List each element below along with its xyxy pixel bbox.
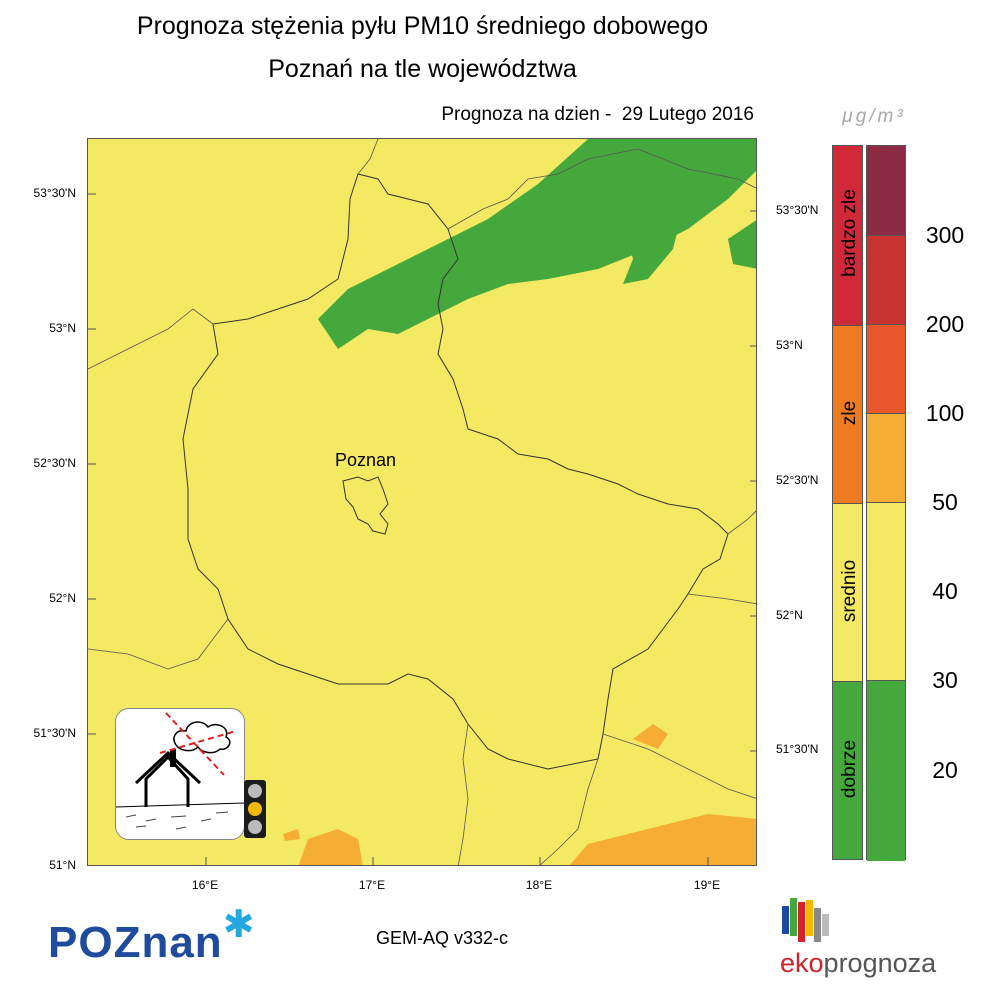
green-zone-corner (728, 220, 756, 269)
lat-label-right: 53°N (776, 338, 803, 352)
lat-label-left: 52°N (49, 591, 76, 605)
eko-suffix: prognoza (823, 948, 937, 978)
lat-label-left: 53°30'N (33, 186, 76, 200)
forecast-date: Prognoza na dzien - 29 Lutego 2016 (441, 104, 754, 125)
green-zone-band (318, 139, 756, 349)
value-scale-bar (866, 145, 906, 861)
orange-zone-east (633, 724, 668, 749)
poznan-logo: POZnan✱ (48, 904, 256, 968)
map-subtitle: Poznań na tle województwa (268, 55, 577, 83)
lat-label-left: 53°N (49, 321, 76, 335)
green-zone-patch (328, 299, 368, 334)
category-label-bardzo-zle: bardzo zle (839, 189, 860, 277)
house-smoke-icon (115, 708, 245, 840)
poznan-star-icon: ✱ (222, 904, 256, 946)
city-label-poznan: Poznan (335, 450, 397, 470)
lat-label-right: 52°N (776, 608, 803, 622)
green-zone-patch-3 (658, 139, 756, 179)
ekoprognoza-bars-icon (782, 896, 832, 944)
scale-value: 100 (925, 400, 965, 426)
region-border-east (687, 510, 756, 605)
eko-prefix: eko (780, 948, 824, 978)
model-label: GEM-AQ v332-c (376, 928, 509, 948)
scale-value: 50 (932, 489, 958, 515)
map-graticule (88, 193, 756, 865)
scale-value: 40 (932, 578, 958, 604)
orange-zone-south (298, 829, 363, 865)
orange-zone-small (283, 829, 300, 841)
lat-label-left: 52°30'N (33, 456, 76, 470)
scale-value: 300 (925, 222, 965, 248)
scale-value: 30 (932, 667, 958, 693)
poznan-logo-text: POZnan (48, 918, 223, 967)
category-label-dobrze: dobrze (839, 739, 860, 799)
category-scale-bar (832, 145, 863, 860)
ekoprognoza-logo: ekoprognoza (780, 948, 936, 979)
map-title: Prognoza stężenia pyłu PM10 średniego do… (136, 12, 709, 40)
category-label-zle: zle (839, 400, 860, 426)
orange-zone-southeast (569, 814, 756, 865)
scale-value: 200 (925, 311, 965, 337)
lat-label-right: 51°30'N (776, 742, 819, 756)
region-border-outline (182, 173, 729, 770)
lon-label: 16°E (191, 878, 219, 892)
unit-label: μg/m³ (842, 106, 906, 127)
lat-label-right: 53°30'N (776, 203, 819, 217)
lon-label: 18°E (525, 878, 553, 892)
lat-label-right: 52°30'N (776, 473, 819, 487)
traffic-light-icon (244, 780, 266, 838)
lat-label-left: 51°30'N (33, 726, 76, 740)
green-zone-patch-2 (623, 229, 678, 284)
lon-label: 19°E (693, 878, 721, 892)
region-border-south (457, 723, 756, 865)
region-border-west (88, 308, 229, 670)
map-canvas (88, 139, 756, 865)
lon-label: 17°E (358, 878, 386, 892)
poznan-city-outline (342, 476, 389, 535)
scale-value: 20 (932, 757, 958, 783)
lat-label-left: 51°N (49, 858, 76, 872)
category-label-srednio: srednio (839, 559, 860, 623)
region-border-north (357, 139, 756, 230)
